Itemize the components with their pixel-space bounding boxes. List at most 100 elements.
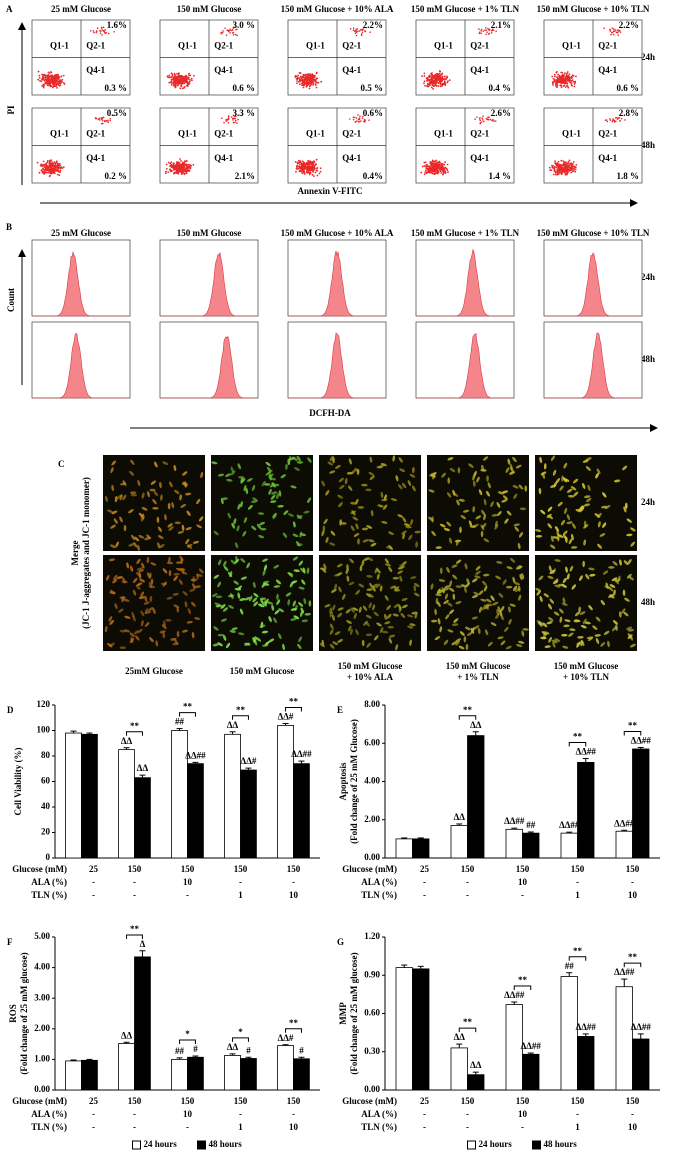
quadrant-label: Q4-1 [342,153,361,163]
cell [465,643,469,651]
cell [483,498,487,506]
cell [184,481,187,488]
cell [441,472,446,478]
cell [290,485,297,489]
event-dot [301,78,304,81]
percent-label: 1.4 % [489,171,512,181]
event-dot [426,79,429,82]
event-dot [480,29,482,32]
histogram [32,333,130,399]
event-dot [319,170,322,173]
event-dot [302,84,305,87]
significance-tag: ΔΔ## [631,1022,652,1032]
table-row-label: Glucose (mM) [342,1096,397,1106]
event-dot [438,165,441,168]
table-cell: - [423,1109,426,1119]
event-dot [299,72,302,74]
legend-swatch [132,1140,141,1150]
cell [177,530,184,534]
event-dot [47,82,50,84]
table-cell: 1 [238,1122,243,1132]
event-dot [173,72,176,75]
quadrant-label: Q2-1 [598,40,617,50]
cell [381,520,388,524]
event-dot [426,77,429,80]
cell [211,461,218,465]
event-dot [176,82,178,85]
cell [321,480,326,487]
event-dot [188,74,190,77]
cell [377,504,384,508]
significance-tag: ΔΔ [227,720,239,730]
event-dot [564,76,567,79]
y-axis-label: Merge [70,541,80,566]
event-dot [612,118,614,120]
event-dot [60,166,63,169]
event-dot [311,79,314,82]
table-cell: - [92,1122,95,1132]
event-dot [312,83,315,85]
event-dot [427,83,430,86]
event-dot [176,166,179,169]
bar [65,732,82,859]
table-cell: - [92,877,95,887]
event-dot [181,80,184,82]
event-dot [423,165,426,167]
cell [107,509,113,513]
cell [504,518,509,524]
event-dot [361,117,364,119]
cell [472,474,476,481]
bar [81,733,98,859]
cell [335,464,341,469]
table-cell: - [466,877,469,887]
event-dot [179,164,182,167]
cell [141,506,148,511]
event-dot [46,84,49,87]
bar [134,956,151,1091]
event-dot [556,84,559,87]
cell [140,515,144,522]
cell [231,522,236,529]
table-row-label: ALA (%) [361,1109,397,1119]
cell [225,473,231,477]
event-dot [306,80,309,83]
bar [577,761,595,859]
cell [123,524,127,532]
event-dot [185,159,188,162]
event-dot [308,162,311,165]
event-dot [234,121,236,124]
event-dot [167,161,170,164]
cell [280,474,287,479]
event-dot [574,168,577,171]
event-dot [352,116,355,118]
event-dot [430,165,432,168]
event-dot [430,73,433,76]
event-dot [305,169,308,172]
quadrant-label: Q1-1 [306,40,325,50]
event-dot [168,81,171,84]
event-dot [441,168,444,171]
event-dot [220,31,222,34]
cell [573,619,580,623]
table-cell: 150 [287,1096,301,1106]
significance-tag: ΔΔ## [291,749,312,759]
legend-label: 24 hours [144,1139,178,1149]
event-dot [617,34,620,36]
event-dot [431,159,434,162]
event-dot [615,31,618,34]
table-cell: 10 [183,1109,193,1119]
event-dot [49,159,51,162]
event-dot [47,171,50,174]
quadrant-label: Q1-1 [434,40,453,50]
event-dot [311,161,314,163]
histogram [416,248,514,317]
event-dot [568,73,571,76]
cell [277,504,284,508]
significance-tag: ΔΔ [454,812,466,822]
cell [276,493,279,500]
event-dot [44,76,47,78]
cell [392,455,396,462]
event-dot [435,81,437,84]
cell [129,470,135,476]
event-dot [352,118,355,121]
